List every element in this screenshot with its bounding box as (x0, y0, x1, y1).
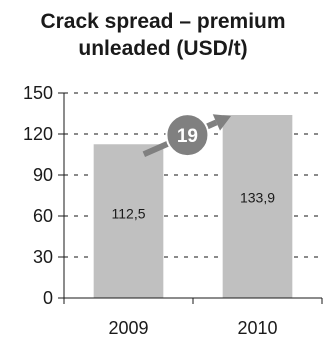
x-tick-label-2010: 2010 (237, 318, 277, 337)
data-label-2009: 112,5 (112, 205, 146, 221)
change-badge-label: 19 (177, 126, 198, 147)
chart-title-line-1: Crack spread – premium (40, 10, 286, 33)
y-tick-label-120: 120 (23, 124, 53, 144)
y-tick-labels: 0 30 60 90 120 150 (23, 83, 53, 308)
y-tick-label-30: 30 (33, 247, 53, 267)
y-tick-label-150: 150 (23, 83, 53, 103)
change-arrow-head (212, 114, 232, 131)
change-annotation: 19 (142, 113, 232, 158)
bar-2010 (222, 115, 293, 299)
y-tick-label-60: 60 (33, 206, 53, 226)
data-label-2010: 133,9 (240, 189, 275, 205)
x-tick-labels: 2009 2010 (108, 318, 277, 337)
bars (93, 115, 293, 299)
change-badge (165, 113, 210, 158)
chart-title-line-2: unleaded (USD/t) (78, 37, 248, 60)
chart-title: Crack spread – premium unleaded (USD/t) (0, 8, 326, 62)
y-tick-label-0: 0 (43, 288, 53, 308)
data-labels: 112,5 133,9 (112, 189, 276, 221)
bar-2009 (93, 144, 164, 298)
y-tick-label-90: 90 (33, 165, 53, 185)
axes (58, 92, 323, 304)
x-tick-label-2009: 2009 (108, 318, 148, 337)
